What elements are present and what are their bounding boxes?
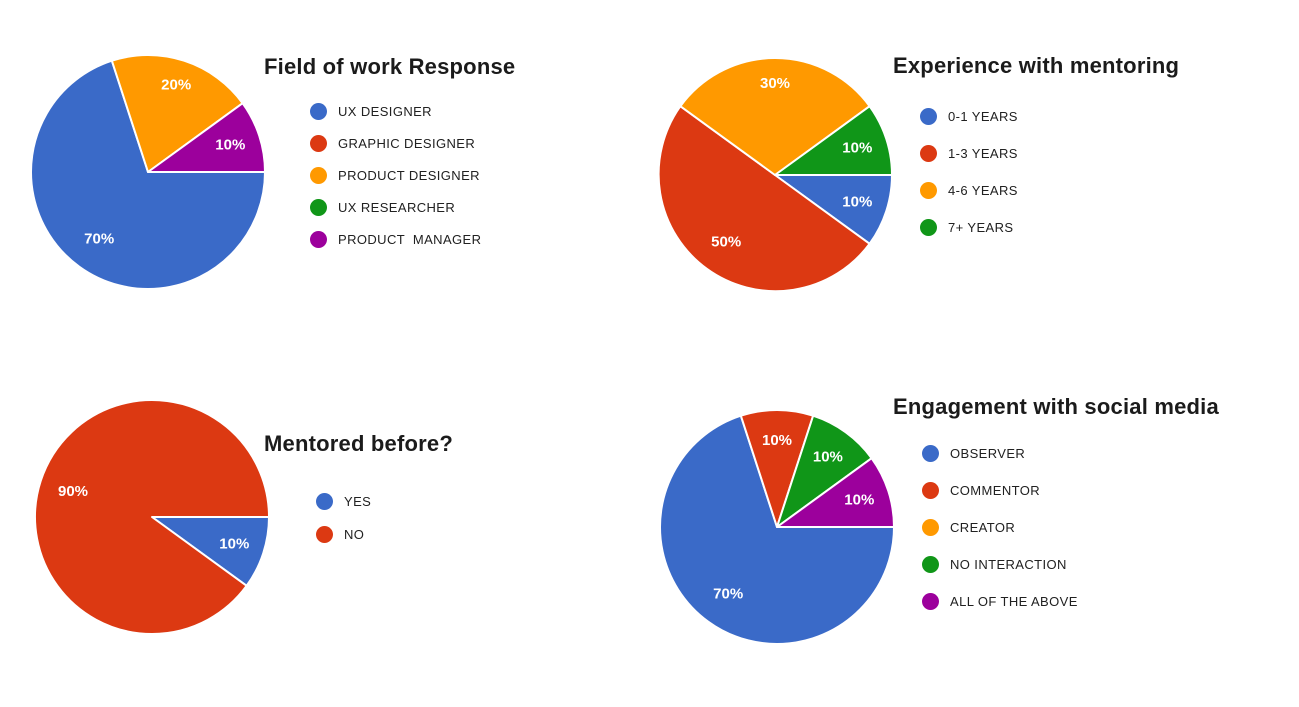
pie-slice-7-years [774, 105, 893, 176]
slice-label-observer: 70% [713, 586, 743, 603]
legend-label: 7+ YEARS [948, 220, 1014, 235]
legend-item-observer: OBSERVER [922, 445, 1078, 462]
pie-slice-commentor [739, 409, 815, 528]
pie-slice-yes [151, 516, 270, 587]
legend-color-dot [316, 526, 333, 543]
legend-color-dot [922, 519, 939, 536]
slice-label-yes: 10% [219, 535, 249, 552]
legend-label: CREATOR [950, 520, 1016, 535]
legend-label: UX DESIGNER [338, 104, 432, 119]
slice-label-0-1-years: 10% [842, 193, 872, 210]
pie-slice-4-6-years [679, 57, 871, 176]
slice-label-4-6-years: 30% [760, 75, 790, 92]
slice-label-1-3-years: 50% [711, 234, 741, 251]
legend-item-creator: CREATOR [922, 519, 1078, 536]
pie-slice-no [34, 399, 270, 635]
pie-slice-no-interaction [776, 414, 873, 528]
legend-color-dot [922, 445, 939, 462]
legend-label: GRAPHIC DESIGNER [338, 136, 476, 151]
slice-label-7-years: 10% [842, 140, 872, 157]
legend-label: OBSERVER [950, 446, 1026, 461]
legend-label: NO [344, 527, 365, 542]
pie-slice-all-of-the-above [776, 457, 895, 528]
legend-label: PRODUCT MANAGER [338, 232, 482, 247]
slice-label-all-of-the-above: 10% [844, 492, 874, 509]
legend-item-4-6-years: 4-6 YEARS [920, 182, 1018, 199]
legend-label: UX RESEARCHER [338, 200, 456, 215]
legend-label: PRODUCT DESIGNER [338, 168, 480, 183]
legend-color-dot [922, 556, 939, 573]
legend-item-graphic-designer: GRAPHIC DESIGNER [310, 135, 481, 152]
legend-color-dot [310, 135, 327, 152]
legend-label: 4-6 YEARS [948, 183, 1018, 198]
chart-title: Field of work Response [264, 54, 516, 79]
slice-label-product-manager: 10% [215, 137, 245, 154]
chart-title: Engagement with social media [893, 394, 1219, 419]
legend-item-7-years: 7+ YEARS [920, 219, 1018, 236]
legend-label: NO INTERACTION [950, 557, 1067, 572]
slice-label-commentor: 10% [762, 432, 792, 449]
legend-mentored-before: YES NO [316, 493, 371, 543]
legend-color-dot [920, 145, 937, 162]
pie-slice-product-designer [110, 54, 244, 173]
legend-item-no-interaction: NO INTERACTION [922, 556, 1078, 573]
slice-label-no: 90% [58, 483, 88, 500]
legend-color-dot [922, 482, 939, 499]
pie-engagement-with-social-media: 70% 10% 10% 10% [659, 409, 895, 645]
legend-item-yes: YES [316, 493, 371, 510]
slice-label-ux-designer: 70% [84, 231, 114, 248]
pie-slice-1-3-years [657, 105, 871, 293]
pie-experience-with-mentoring: 10% 50% 30% 10% [657, 57, 893, 293]
pie-mentored-before: 10% 90% [34, 399, 270, 635]
chart-title: Mentored before? [264, 431, 453, 456]
legend-item-no: NO [316, 526, 371, 543]
legend-color-dot [316, 493, 333, 510]
legend-label: COMMENTOR [950, 483, 1041, 498]
pie-slice-product-manager [147, 102, 266, 173]
legend-experience-with-mentoring: 0-1 YEARS 1-3 YEARS 4-6 YEARS 7+ YEARS [920, 108, 1018, 236]
legend-item-ux-designer: UX DESIGNER [310, 103, 481, 120]
legend-field-of-work: UX DESIGNER GRAPHIC DESIGNER PRODUCT DESIG… [310, 103, 481, 248]
legend-item-all-of-the-above: ALL OF THE ABOVE [922, 593, 1078, 610]
legend-label: ALL OF THE ABOVE [950, 594, 1078, 609]
legend-item-ux-researcher: UX RESEARCHER [310, 199, 481, 216]
slice-label-product-designer: 20% [161, 77, 191, 94]
legend-item-1-3-years: 1-3 YEARS [920, 145, 1018, 162]
chart-title: Experience with mentoring [893, 53, 1180, 78]
legend-engagement-with-social-media: OBSERVER COMMENTOR CREATOR NO INTERACTION AL… [922, 445, 1078, 610]
legend-item-0-1-years: 0-1 YEARS [920, 108, 1018, 125]
legend-color-dot [920, 108, 937, 125]
pie-slice-ux-designer [30, 59, 266, 290]
legend-color-dot [310, 231, 327, 248]
legend-label: 0-1 YEARS [948, 109, 1018, 124]
pie-slice-0-1-years [774, 174, 893, 245]
legend-color-dot [310, 103, 327, 120]
legend-color-dot [922, 593, 939, 610]
legend-item-product-designer: PRODUCT DESIGNER [310, 167, 481, 184]
legend-color-dot [310, 167, 327, 184]
pie-field-of-work: 70% 20% 10% [30, 54, 266, 290]
legend-item-product-manager: PRODUCT MANAGER [310, 231, 481, 248]
slice-label-no-interaction: 10% [813, 449, 843, 466]
legend-label: 1-3 YEARS [948, 146, 1018, 161]
legend-item-commentor: COMMENTOR [922, 482, 1078, 499]
legend-label: YES [344, 494, 372, 509]
legend-color-dot [920, 219, 937, 236]
pie-slice-observer [659, 414, 895, 645]
legend-color-dot [920, 182, 937, 199]
legend-color-dot [310, 199, 327, 216]
